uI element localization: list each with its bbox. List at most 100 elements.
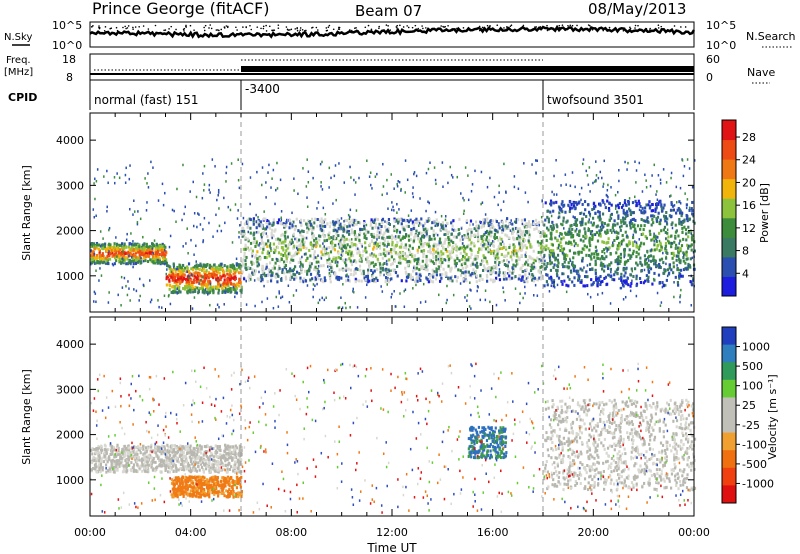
power-cell — [299, 260, 302, 264]
freq-tick-high: 18 — [62, 53, 76, 66]
power-cell — [656, 243, 660, 247]
power-cell — [622, 208, 625, 212]
power-cell — [340, 225, 343, 229]
power-cell — [482, 264, 485, 268]
power-cell — [163, 255, 166, 259]
power-noise-cell — [268, 251, 271, 255]
power-noise-cell — [153, 239, 156, 242]
power-noise-cell — [327, 265, 329, 268]
power-cell — [670, 214, 673, 218]
power-cell — [659, 200, 662, 204]
power-cell — [564, 210, 567, 214]
power-noise-cell — [418, 221, 421, 225]
power-cell — [370, 240, 374, 244]
power-noise-cell — [417, 224, 420, 228]
power-cell — [628, 221, 632, 225]
power-cell — [386, 250, 389, 254]
power-cell — [286, 270, 289, 274]
power-cell — [518, 274, 522, 278]
power-cell — [339, 244, 342, 248]
nsearch-point — [396, 27, 398, 29]
power-cell — [543, 246, 546, 250]
power-cell — [538, 271, 541, 275]
power-cell — [298, 238, 301, 242]
power-cell — [640, 269, 643, 273]
power-noise-cell — [552, 227, 555, 230]
power-cell — [647, 279, 650, 283]
power-cell — [355, 260, 358, 264]
power-noise-cell — [225, 165, 228, 169]
power-cell — [465, 219, 469, 223]
nsearch-point — [299, 29, 302, 31]
power-cell — [387, 280, 390, 284]
power-cell — [184, 277, 187, 281]
nsearch-point — [262, 27, 265, 30]
power-cell — [483, 242, 486, 246]
power-cell — [401, 254, 404, 258]
power-cell — [670, 223, 673, 227]
power-noise-cell — [291, 223, 294, 227]
power-cell — [155, 254, 158, 258]
power-cell — [233, 271, 237, 275]
power-cell — [652, 214, 656, 218]
power-cell — [449, 269, 452, 273]
power-noise-cell — [234, 295, 236, 299]
power-cell — [680, 214, 683, 218]
power-cell — [98, 249, 101, 253]
power-cell — [356, 268, 359, 272]
power-cell — [345, 230, 349, 234]
power-noise-cell — [93, 215, 96, 219]
power-cell — [592, 281, 595, 285]
nsearch-point — [462, 27, 465, 29]
power-cell — [119, 261, 123, 265]
power-noise-cell — [186, 227, 188, 230]
power-noise-cell — [245, 279, 247, 283]
power-cell — [365, 260, 369, 264]
power-cell — [492, 278, 495, 282]
power-cell — [231, 266, 234, 270]
power-cell — [269, 222, 273, 226]
power-noise-cell — [555, 193, 558, 196]
power-cell — [352, 273, 355, 277]
power-cell — [268, 254, 271, 258]
power-cell — [306, 272, 309, 276]
power-noise-cell — [463, 199, 465, 202]
power-cell — [546, 283, 549, 287]
power-cell — [662, 206, 665, 210]
power-noise-cell — [552, 255, 554, 258]
nsearch-point — [378, 25, 380, 28]
power-cell — [250, 260, 253, 264]
power-noise-cell — [363, 232, 365, 236]
power-cell — [404, 243, 407, 247]
power-cell — [322, 233, 325, 237]
power-cell — [649, 249, 652, 253]
power-cell — [288, 218, 292, 222]
power-cell — [105, 256, 108, 260]
power-cell — [219, 278, 222, 282]
power-cell — [620, 278, 623, 282]
power-cell — [677, 234, 680, 238]
power-cell — [417, 237, 420, 241]
power-cell — [110, 249, 113, 253]
power-noise-cell — [330, 176, 332, 180]
power-noise-cell — [435, 182, 437, 186]
power-cell — [608, 218, 611, 222]
power-cell — [337, 234, 340, 238]
nsearch-point — [588, 24, 591, 27]
power-noise-cell — [321, 296, 323, 300]
power-noise-cell — [406, 178, 409, 182]
power-cell — [299, 279, 302, 283]
power-cell — [475, 264, 478, 268]
power-noise-cell — [528, 233, 531, 236]
power-cell — [209, 284, 212, 288]
power-cell — [511, 271, 514, 275]
power-cell — [117, 250, 120, 254]
power-noise-cell — [477, 285, 479, 289]
power-cell — [173, 287, 176, 291]
power-cell — [213, 274, 216, 278]
nsearch-point — [629, 26, 631, 29]
power-cell — [277, 251, 281, 255]
power-cell — [467, 243, 470, 247]
power-cell — [406, 263, 410, 267]
power-cell — [138, 245, 141, 249]
